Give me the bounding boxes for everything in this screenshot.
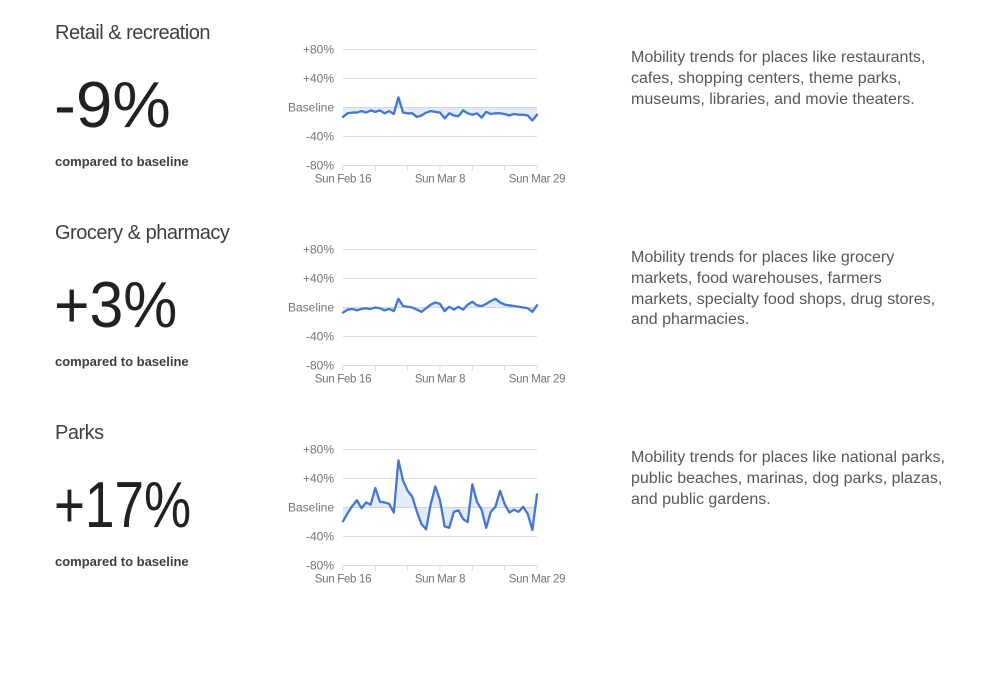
svg-text:Sun Feb 16: Sun Feb 16 (315, 574, 371, 586)
svg-text:Sun Mar 8: Sun Mar 8 (415, 374, 465, 386)
svg-text:Sun Mar 8: Sun Mar 8 (415, 174, 465, 186)
svg-text:+40%: +40% (303, 472, 334, 486)
svg-text:+80%: +80% (303, 243, 334, 257)
svg-text:Sun Feb 16: Sun Feb 16 (315, 174, 371, 186)
svg-text:+80%: +80% (303, 43, 334, 57)
svg-text:+40%: +40% (303, 272, 334, 286)
svg-text:-40%: -40% (306, 130, 334, 144)
svg-text:Baseline: Baseline (288, 301, 334, 315)
svg-text:-80%: -80% (306, 359, 334, 373)
svg-text:Sun Mar 29: Sun Mar 29 (509, 574, 565, 586)
svg-text:-40%: -40% (306, 330, 334, 344)
svg-text:Sun Mar 29: Sun Mar 29 (509, 374, 565, 386)
svg-text:-40%: -40% (306, 530, 334, 544)
svg-text:+80%: +80% (303, 443, 334, 457)
svg-text:Baseline: Baseline (288, 501, 334, 515)
svg-text:Sun Mar 8: Sun Mar 8 (415, 574, 465, 586)
svg-text:-80%: -80% (306, 559, 334, 573)
svg-text:+40%: +40% (303, 72, 334, 86)
svg-text:Sun Feb 16: Sun Feb 16 (315, 374, 371, 386)
svg-text:-80%: -80% (306, 159, 334, 173)
svg-text:Sun Mar 29: Sun Mar 29 (509, 174, 565, 186)
svg-text:Baseline: Baseline (288, 101, 334, 115)
